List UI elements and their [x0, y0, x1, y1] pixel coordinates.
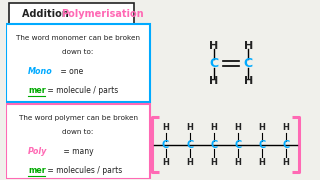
Text: mer: mer	[28, 166, 46, 175]
Text: = molecules / parts: = molecules / parts	[45, 166, 123, 175]
Text: H: H	[209, 41, 219, 51]
Text: C: C	[234, 140, 241, 150]
Text: mer: mer	[28, 86, 46, 95]
Text: C: C	[258, 140, 265, 150]
Text: H: H	[210, 158, 217, 167]
Text: C: C	[282, 140, 290, 150]
Text: H: H	[162, 158, 169, 167]
Text: The word monomer can be broken: The word monomer can be broken	[16, 35, 140, 41]
Text: H: H	[210, 123, 217, 132]
Text: down to:: down to:	[62, 49, 94, 55]
Text: H: H	[162, 123, 169, 132]
Text: Addition: Addition	[22, 9, 72, 19]
Text: C: C	[244, 57, 253, 70]
Text: H: H	[258, 158, 265, 167]
FancyBboxPatch shape	[6, 24, 150, 102]
Text: Poly: Poly	[28, 147, 48, 156]
Text: H: H	[209, 76, 219, 86]
Text: = many: = many	[61, 147, 94, 156]
FancyBboxPatch shape	[6, 104, 150, 179]
Text: H: H	[186, 123, 193, 132]
Text: The word polymer can be broken: The word polymer can be broken	[19, 115, 138, 121]
Text: H: H	[186, 158, 193, 167]
Text: H: H	[244, 76, 253, 86]
Text: H: H	[234, 158, 241, 167]
FancyBboxPatch shape	[10, 3, 134, 24]
Text: C: C	[162, 140, 169, 150]
Text: C: C	[210, 140, 217, 150]
Text: H: H	[282, 158, 289, 167]
Text: H: H	[282, 123, 289, 132]
Text: H: H	[234, 123, 241, 132]
Text: C: C	[210, 57, 219, 70]
Text: = one: = one	[58, 67, 83, 76]
Text: Polymerisation: Polymerisation	[61, 9, 144, 19]
Text: down to:: down to:	[62, 129, 94, 135]
Text: H: H	[258, 123, 265, 132]
Text: H: H	[244, 41, 253, 51]
Text: Mono: Mono	[28, 67, 53, 76]
Text: = molecule / parts: = molecule / parts	[45, 86, 119, 95]
Text: C: C	[186, 140, 193, 150]
